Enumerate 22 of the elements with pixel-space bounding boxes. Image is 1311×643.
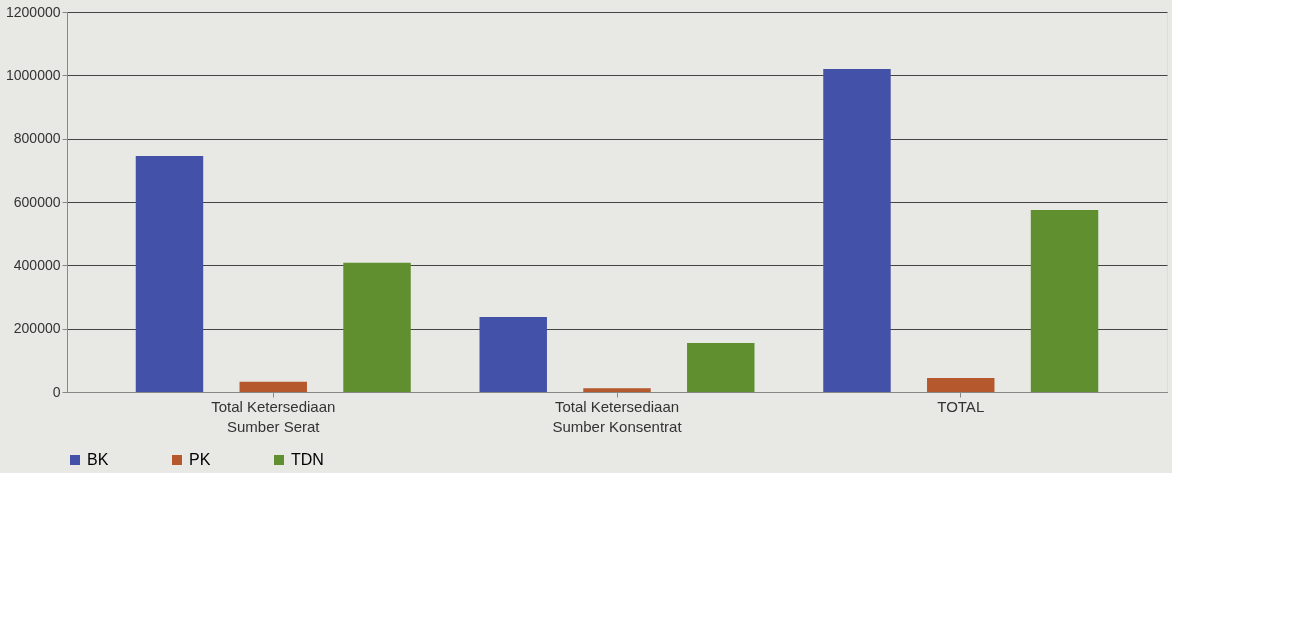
bar (583, 388, 651, 392)
x-tick-label: TOTAL (937, 397, 985, 415)
bar (927, 378, 995, 392)
bar (135, 156, 204, 392)
bar (823, 69, 891, 392)
bar (239, 381, 307, 392)
y-tick-label: 200000 (13, 320, 61, 337)
y-tick-label: 600000 (13, 193, 61, 210)
legend-label: TDN (291, 451, 324, 468)
legend-label: PK (189, 451, 211, 468)
bar (343, 262, 411, 392)
y-tick-label: 1200000 (5, 3, 61, 20)
bar (479, 316, 547, 392)
bar (687, 342, 755, 392)
y-tick-label: 0 (52, 383, 61, 400)
x-tick-label: Total Ketersediaan Sumber Serat (211, 397, 336, 435)
bar (1030, 209, 1099, 392)
legend-label: BK (87, 451, 109, 468)
y-tick-label: 1000000 (5, 66, 61, 83)
y-tick-label: 800000 (13, 130, 61, 147)
x-tick-label: Total Ketersediaan Sumber Konsentrat (552, 397, 683, 435)
y-tick-label: 400000 (13, 256, 61, 273)
